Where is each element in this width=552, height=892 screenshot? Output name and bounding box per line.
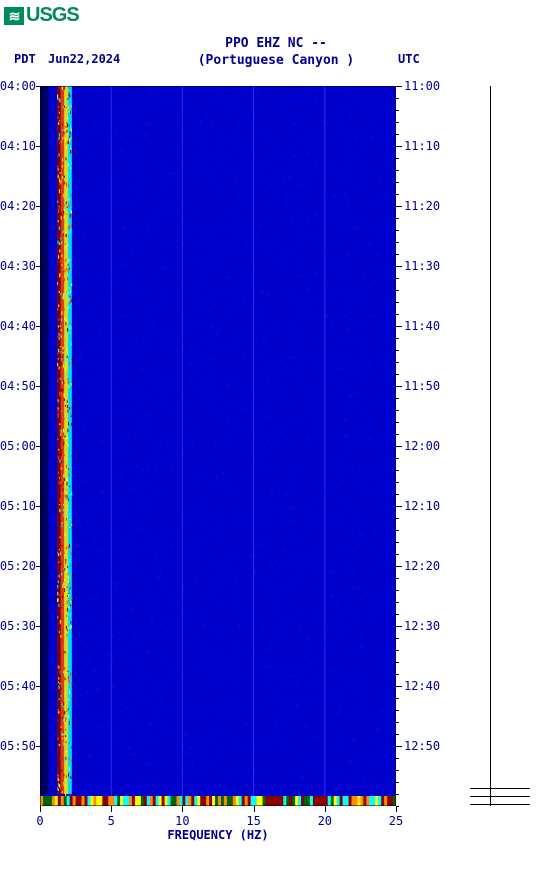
usgs-wave-icon: ≋ [4, 7, 24, 25]
pdt-tick-label: 05:50 [0, 739, 36, 753]
pdt-tick-label: 05:40 [0, 679, 36, 693]
pdt-tick-label: 04:10 [0, 139, 36, 153]
utc-label: UTC [398, 52, 420, 66]
title-line1: PPO EHZ NC -- [0, 36, 552, 51]
x-tick-label: 25 [389, 814, 403, 828]
utc-tick-label: 11:00 [404, 79, 440, 93]
x-tick-label: 5 [108, 814, 115, 828]
utc-tick-label: 11:40 [404, 319, 440, 333]
date-label: Jun22,2024 [48, 52, 120, 66]
utc-tick-label: 12:10 [404, 499, 440, 513]
utc-tick-label: 12:40 [404, 679, 440, 693]
utc-tick-label: 12:30 [404, 619, 440, 633]
side-scale [470, 86, 530, 806]
utc-tick-label: 12:50 [404, 739, 440, 753]
spectrogram-svg [40, 86, 396, 806]
x-tick-label: 20 [318, 814, 332, 828]
pdt-tick-label: 05:00 [0, 439, 36, 453]
pdt-tick-label: 05:20 [0, 559, 36, 573]
x-axis-label: FREQUENCY (HZ) [40, 828, 396, 842]
pdt-tick-label: 04:50 [0, 379, 36, 393]
utc-tick-label: 11:20 [404, 199, 440, 213]
pdt-label: PDT [14, 52, 36, 66]
y-left-axis: 04:0004:1004:2004:3004:4004:5005:0005:10… [0, 86, 38, 806]
y-right-axis: 11:0011:1011:2011:3011:4011:5012:0012:10… [400, 86, 440, 806]
pdt-tick-label: 04:00 [0, 79, 36, 93]
pdt-tick-label: 04:30 [0, 259, 36, 273]
pdt-tick-label: 05:10 [0, 499, 36, 513]
utc-tick-label: 11:50 [404, 379, 440, 393]
utc-tick-label: 12:00 [404, 439, 440, 453]
usgs-logo: ≋USGS [4, 4, 79, 27]
spectrogram-chart [40, 86, 396, 806]
x-tick-label: 10 [175, 814, 189, 828]
x-tick-label: 0 [36, 814, 43, 828]
utc-tick-label: 11:30 [404, 259, 440, 273]
pdt-tick-label: 05:30 [0, 619, 36, 633]
utc-tick-label: 12:20 [404, 559, 440, 573]
x-tick-label: 15 [246, 814, 260, 828]
utc-tick-label: 11:10 [404, 139, 440, 153]
pdt-tick-label: 04:40 [0, 319, 36, 333]
pdt-tick-label: 04:20 [0, 199, 36, 213]
scale-vline [490, 86, 491, 806]
